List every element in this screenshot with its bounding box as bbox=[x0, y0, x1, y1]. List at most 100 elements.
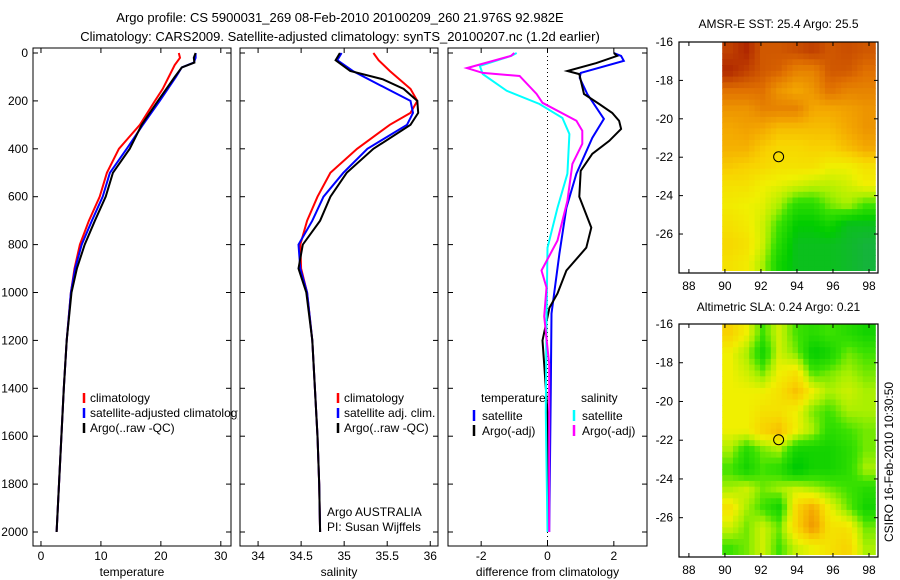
heatmap-cell bbox=[787, 515, 793, 522]
heatmap-cell bbox=[819, 88, 826, 95]
heatmap-cell bbox=[846, 492, 853, 499]
heatmap-cell bbox=[851, 70, 858, 78]
heatmap-cell bbox=[781, 492, 788, 499]
heatmap-cell bbox=[868, 42, 874, 49]
heatmap-cell bbox=[819, 364, 826, 371]
heatmap-cell bbox=[857, 134, 864, 141]
heatmap-cell bbox=[765, 451, 772, 459]
heatmap-cell bbox=[846, 128, 853, 135]
heatmap-cell bbox=[722, 434, 729, 441]
heatmap-cell bbox=[873, 405, 876, 412]
heatmap-cell bbox=[797, 353, 804, 360]
heatmap-cell bbox=[749, 174, 756, 181]
heatmap-cell bbox=[814, 417, 820, 424]
heatmap-cell bbox=[738, 232, 745, 239]
series-line-salinity-argo-adj- bbox=[463, 52, 584, 532]
lon-tick-label: 98 bbox=[862, 279, 876, 293]
heatmap-cell bbox=[776, 128, 783, 135]
heatmap-cell bbox=[792, 191, 799, 199]
heatmap-cell bbox=[765, 469, 772, 476]
heatmap-cell bbox=[814, 249, 820, 256]
heatmap-cell bbox=[787, 498, 793, 505]
heatmap-cell bbox=[770, 539, 777, 546]
heatmap-cell bbox=[743, 249, 750, 256]
lon-tick-label: 96 bbox=[826, 279, 840, 293]
heatmap-cell bbox=[868, 111, 874, 118]
heatmap-cell bbox=[792, 347, 799, 354]
heatmap-cell bbox=[862, 99, 869, 106]
heatmap-cell bbox=[722, 191, 729, 199]
heatmap-cell bbox=[754, 59, 761, 66]
heatmap-cell bbox=[754, 335, 761, 342]
heatmap-cell bbox=[770, 93, 777, 101]
heatmap-cell bbox=[754, 446, 761, 453]
heatmap-cell bbox=[749, 134, 756, 141]
heatmap-cell bbox=[841, 550, 847, 555]
heatmap-cell bbox=[792, 324, 799, 331]
heatmap-cell bbox=[868, 105, 874, 112]
heatmap-cell bbox=[862, 405, 869, 412]
heatmap-cell bbox=[727, 116, 734, 124]
heatmap-cell bbox=[754, 411, 761, 418]
heatmap-cell bbox=[835, 220, 842, 227]
heatmap-cell bbox=[727, 260, 734, 268]
heatmap-cell bbox=[749, 116, 756, 124]
heatmap-cell bbox=[733, 99, 739, 106]
heatmap-cell bbox=[814, 405, 820, 412]
heatmap-cell bbox=[733, 411, 739, 418]
heatmap-cell bbox=[846, 457, 853, 464]
heatmap-cell bbox=[781, 243, 788, 250]
heatmap-cell bbox=[722, 504, 729, 511]
x-axis-label: difference from climatology bbox=[476, 565, 619, 579]
heatmap-cell bbox=[760, 59, 766, 66]
heatmap-cell bbox=[760, 260, 766, 268]
heatmap-cell bbox=[814, 498, 820, 505]
heatmap-cell bbox=[841, 232, 847, 239]
heatmap-cell bbox=[808, 93, 815, 101]
heatmap-cell bbox=[749, 446, 756, 453]
heatmap-cell bbox=[857, 220, 864, 227]
heatmap-cell bbox=[722, 399, 729, 406]
heatmap-cell bbox=[808, 440, 815, 447]
heatmap-cell bbox=[770, 232, 777, 239]
heatmap-cell bbox=[819, 550, 826, 555]
heatmap-cell bbox=[808, 180, 815, 187]
heatmap-cell bbox=[727, 197, 734, 204]
y-tick-label: 1400 bbox=[1, 381, 28, 395]
heatmap-cell bbox=[824, 469, 831, 476]
heatmap-cell bbox=[722, 422, 729, 430]
series-line-argo-raw-qc- bbox=[297, 52, 420, 533]
legend: temperature salinitysatelliteArgo(-adj)sa… bbox=[472, 391, 635, 438]
heatmap-cell bbox=[754, 393, 761, 400]
heatmap-cell bbox=[797, 59, 804, 66]
heatmap-cell bbox=[797, 76, 804, 83]
heatmap-cell bbox=[846, 417, 853, 424]
heatmap-cell bbox=[846, 509, 853, 517]
heatmap-cell bbox=[797, 440, 804, 447]
heatmap-cell bbox=[749, 353, 756, 360]
heatmap-cell bbox=[760, 527, 766, 534]
heatmap-cell bbox=[851, 440, 858, 447]
heatmap-cell bbox=[846, 393, 853, 400]
heatmap-cell bbox=[776, 157, 783, 164]
heatmap-cell bbox=[792, 533, 799, 540]
heatmap-cell bbox=[754, 457, 761, 464]
heatmap-cell bbox=[824, 324, 831, 331]
heatmap-cell bbox=[738, 324, 745, 331]
heatmap-cell bbox=[776, 457, 783, 464]
heatmap-cell bbox=[830, 99, 837, 106]
profile-panel-2: 34 34.5 35 35.5 36salinityclimatologysatelli… bbox=[239, 47, 439, 579]
heatmap-cell bbox=[781, 145, 788, 152]
heatmap-cell bbox=[743, 116, 750, 124]
heatmap-cell bbox=[830, 347, 837, 354]
series-line-argo-raw-qc- bbox=[55, 52, 197, 533]
heatmap-cell bbox=[808, 65, 815, 72]
heatmap-cell bbox=[824, 411, 831, 418]
heatmap-cell bbox=[819, 76, 826, 83]
heatmap-cell bbox=[727, 255, 734, 262]
heatmap-cell bbox=[738, 76, 745, 83]
heatmap-cell bbox=[738, 255, 745, 262]
heatmap-cell bbox=[743, 197, 750, 204]
heatmap-cell bbox=[722, 220, 729, 227]
heatmap-cell bbox=[835, 387, 842, 395]
